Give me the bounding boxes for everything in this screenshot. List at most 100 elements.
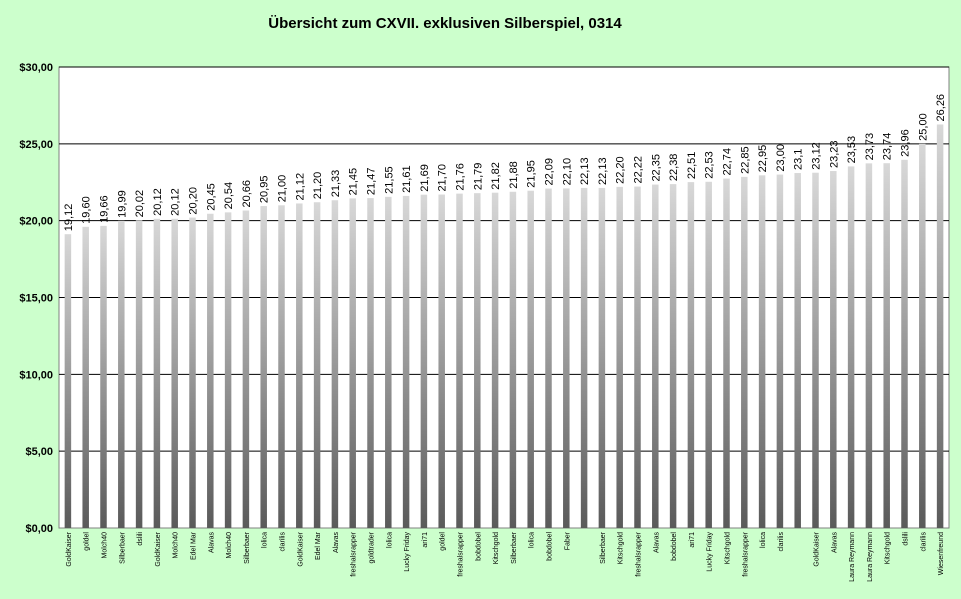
x-tick-label: bobdobel [475,532,482,561]
data-label: 19,60 [81,196,93,224]
bar [438,194,445,528]
data-label: 23,53 [846,136,858,164]
x-tick-label: clarilis [280,532,287,552]
data-label: 22,51 [686,152,698,180]
data-label: 20,12 [170,188,182,216]
x-tick-label: Silberbaer [600,531,607,564]
x-tick-label: Alavas [208,532,215,554]
x-tick-label: GoldKaiser [66,531,73,566]
bar [82,226,89,528]
x-tick-label: Edel Mar [315,531,322,560]
data-label: 22,20 [615,156,627,184]
data-label: 21,33 [330,170,342,198]
data-label: 21,76 [455,163,467,191]
data-label: 20,12 [152,188,164,216]
chart-title: Übersicht zum CXVII. exklusiven Silbersp… [268,15,622,32]
data-label: 20,45 [205,183,217,211]
bar [936,124,944,528]
bar [313,202,321,528]
data-label: 22,13 [597,157,609,185]
bar [776,174,784,529]
bar [385,196,392,528]
bar [705,181,712,528]
data-label: 20,02 [134,190,146,218]
bar [527,190,534,528]
x-tick-label: Silberbaer [244,531,251,564]
bar [847,166,855,528]
data-label: 21,12 [294,173,306,201]
x-tick-label: dslili [903,532,910,546]
data-label: 22,53 [704,151,716,179]
data-label: 23,73 [864,133,876,161]
data-label: 22,74 [722,148,734,176]
bar [278,205,285,529]
data-label: 21,79 [472,163,484,191]
x-tick-label: Kitschgold [493,532,500,564]
bar [723,178,730,528]
x-tick-label: Lucky Friday [707,532,714,572]
bar [296,203,303,528]
data-label: 26,26 [935,94,947,122]
bar [349,198,356,528]
y-tick-label: $30,00 [19,62,53,74]
x-axis-tick-labels: GoldKaiser goldel Molch40 Silberbaer dslili G… [66,531,945,581]
bar [687,182,695,529]
x-tick-label: Kitschgold [885,532,892,564]
x-tick-label: Laura Reymann [867,532,874,582]
data-label: 22,95 [757,145,769,173]
bar [118,220,125,529]
bar [669,184,677,528]
data-label: 21,20 [312,172,324,200]
data-label: 20,95 [259,176,271,204]
bar [741,176,748,528]
bars [64,124,944,529]
x-tick-label: lolica [529,532,536,548]
bar [456,193,463,528]
x-tick-label: clarilis [920,532,927,552]
x-tick-label: GoldKaiser [155,531,162,566]
bar [919,143,926,529]
x-tick-label: goldel [84,532,91,551]
x-tick-label: bobdobel [671,532,678,561]
bar [420,194,428,528]
data-label: 21,61 [401,165,413,193]
data-label: 20,54 [223,182,235,210]
bar [224,212,232,529]
bar [580,187,588,528]
bar [758,175,766,528]
x-tick-label: Molch40 [102,532,109,559]
y-axis-tick-labels: $0,00 $5,00 $10,00 $15,00 $20,00 $25,00 $30,00 [19,62,53,535]
x-tick-label: Molch40 [226,532,233,559]
data-label: 23,00 [775,144,787,172]
x-tick-label: GoldKaiser [814,531,821,566]
x-tick-label: clarilis [778,532,785,552]
x-tick-label: freshalsrapper [636,531,643,576]
bar [207,213,214,529]
x-tick-label: Alavas [831,532,838,554]
y-tick-label: $10,00 [19,369,53,381]
bar [474,193,481,528]
x-tick-label: GoldKaiser [297,531,304,566]
x-tick-label: lolica [262,532,269,548]
data-label: 21,70 [437,164,449,192]
bar [402,195,410,528]
x-tick-label: freshalsrapper [742,531,749,576]
x-tick-label: freshalsrapper [458,531,465,576]
data-label: 22,38 [668,154,680,182]
y-tick-label: $0,00 [25,523,53,535]
bar [830,171,837,528]
x-tick-label: Alavas [333,532,340,554]
bar [812,172,819,529]
x-tick-label: Alavas [653,532,660,554]
data-label: 21,00 [277,175,289,203]
bar [563,188,570,528]
data-label: 22,13 [579,157,591,185]
x-tick-label: lolica [386,532,393,548]
x-tick-label: Faber [564,531,571,550]
bar [616,186,623,529]
bar [545,188,552,528]
x-tick-label: Wiesenfreund [938,532,945,575]
y-tick-label: $25,00 [19,139,53,151]
bar [901,159,908,528]
